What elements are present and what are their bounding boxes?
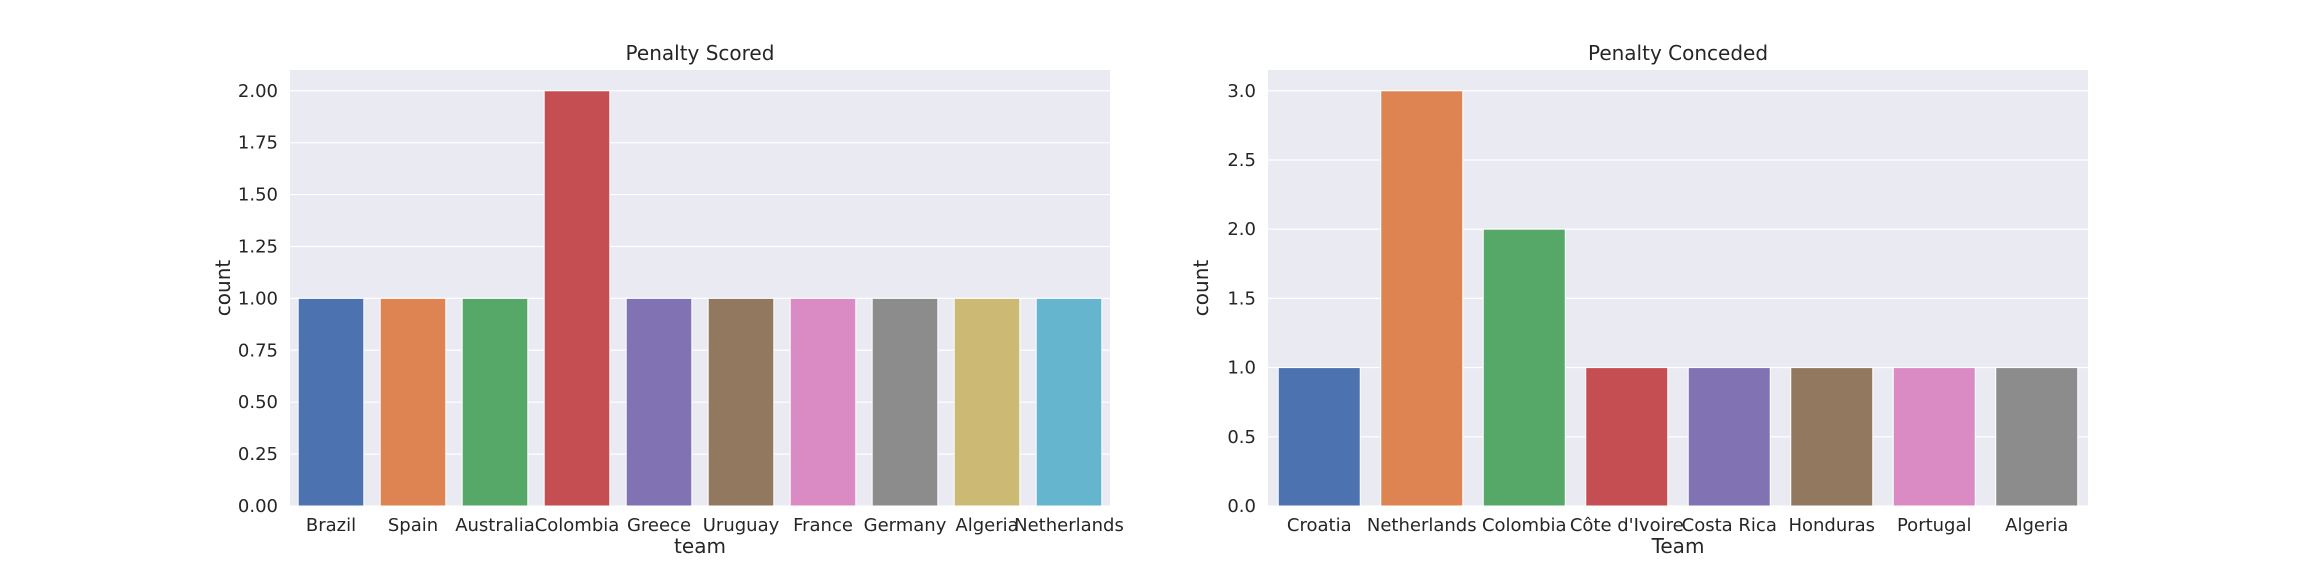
bar-brazil	[297, 297, 365, 507]
bar-uruguay	[707, 297, 775, 507]
bar-spain	[379, 297, 447, 507]
x-tick-label: Colombia	[535, 515, 620, 536]
y-tick-label: 3.0	[1227, 81, 1256, 102]
y-tick-label: 0.25	[238, 444, 278, 465]
x-tick-label: Brazil	[306, 515, 356, 536]
y-tick-label: 1.00	[238, 288, 278, 309]
x-tick-label: Netherlands	[1014, 515, 1124, 536]
x-tick-label: Australia	[455, 515, 535, 536]
penalty-conceded-chart: 0.0 0.5 1.0 1.5 2.0 2.5 3.0 Croatia Netherlands…	[1189, 41, 2088, 558]
bar-algeria	[1995, 367, 2079, 507]
x-tick-label: Spain	[388, 515, 438, 536]
bar-costa-rica	[1687, 367, 1771, 507]
bar-colombia	[543, 90, 611, 507]
y-tick-label: 1.50	[238, 185, 278, 206]
bar-croatia	[1277, 367, 1361, 507]
y-tick-label: 2.00	[238, 81, 278, 102]
y-axis-label: count	[211, 260, 235, 317]
y-axis-label: count	[1189, 260, 1213, 317]
y-tick-label: 2.0	[1227, 219, 1256, 240]
x-tick-label: Uruguay	[703, 515, 780, 536]
y-tick-label: 0.50	[238, 392, 278, 413]
bar-portugal	[1892, 367, 1976, 507]
x-tick-labels: Brazil Spain Australia Colombia Greece Urugua…	[306, 515, 1124, 536]
y-tick-label: 0.00	[238, 496, 278, 517]
bar-germany	[871, 297, 939, 507]
y-tick-labels: 0.00 0.25 0.50 0.75 1.00 1.25 1.50 1.75 2.00	[238, 81, 278, 517]
x-tick-label: Honduras	[1788, 515, 1875, 536]
x-tick-label: Greece	[627, 515, 691, 536]
bar-colombia	[1482, 228, 1566, 507]
bars	[297, 90, 1103, 507]
x-tick-label: Croatia	[1287, 515, 1352, 536]
bar-france	[789, 297, 857, 507]
chart-title: Penalty Conceded	[1588, 41, 1768, 65]
y-tick-label: 0.0	[1227, 496, 1256, 517]
y-tick-label: 1.75	[238, 133, 278, 154]
x-tick-label: Côte d'Ivoire	[1570, 515, 1684, 536]
x-tick-label: Algeria	[2005, 515, 2068, 536]
bar-australia	[461, 297, 529, 507]
y-tick-label: 0.75	[238, 340, 278, 361]
y-tick-labels: 0.0 0.5 1.0 1.5 2.0 2.5 3.0	[1227, 81, 1256, 517]
y-tick-label: 2.5	[1227, 150, 1256, 171]
y-tick-label: 0.5	[1227, 427, 1256, 448]
x-tick-label: Colombia	[1482, 515, 1567, 536]
penalty-scored-chart: 0.00 0.25 0.50 0.75 1.00 1.25 1.50 1.75 2.00 Bra…	[211, 41, 1124, 558]
x-axis-label: Team	[1651, 534, 1705, 558]
bar-honduras	[1790, 367, 1874, 507]
chart-title: Penalty Scored	[626, 41, 775, 65]
x-tick-label: Portugal	[1897, 515, 1972, 536]
bars	[1277, 90, 2079, 507]
bar-greece	[625, 297, 693, 507]
y-tick-label: 1.5	[1227, 288, 1256, 309]
x-tick-label: France	[793, 515, 853, 536]
x-tick-label: Netherlands	[1367, 515, 1477, 536]
x-tick-label: Algeria	[955, 515, 1018, 536]
x-tick-label: Costa Rica	[1682, 515, 1777, 536]
x-tick-label: Germany	[864, 515, 947, 536]
bar-netherlands	[1380, 90, 1464, 507]
bar-algeria	[953, 297, 1021, 507]
bar-cote-d-ivoire	[1585, 367, 1669, 507]
bar-netherlands	[1035, 297, 1103, 507]
y-tick-label: 1.0	[1227, 358, 1256, 379]
y-tick-label: 1.25	[238, 236, 278, 257]
x-axis-label: team	[674, 534, 726, 558]
x-tick-labels: Croatia Netherlands Colombia Côte d'IvoireC…	[1287, 515, 2068, 536]
